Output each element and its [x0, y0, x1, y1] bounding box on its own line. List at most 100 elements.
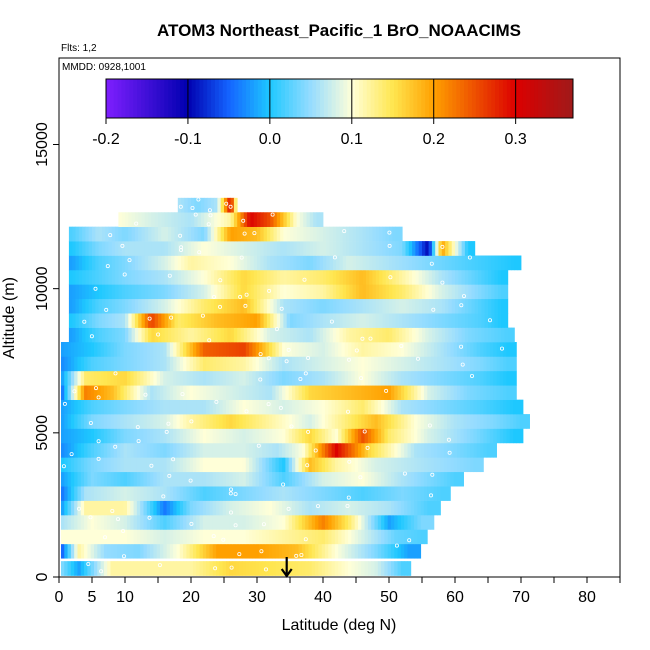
heatmap-cell: [311, 356, 316, 372]
data-point: [206, 222, 211, 227]
heatmap-cell: [230, 269, 235, 285]
heatmap-cell: [275, 471, 280, 487]
heatmap-cell: [291, 442, 296, 458]
heatmap-cell: [437, 486, 441, 501]
heatmap-cell: [174, 313, 179, 328]
heatmap-cell: [173, 486, 177, 501]
heatmap-cell: [324, 356, 329, 372]
heatmap-cell: [97, 356, 101, 372]
heatmap-cell: [80, 561, 85, 576]
data-point: [72, 389, 77, 394]
heatmap-cell: [301, 529, 306, 545]
heatmap-cell: [334, 471, 339, 487]
heatmap-cell: [387, 428, 392, 444]
heatmap-cell: [414, 399, 418, 415]
heatmap-cell: [369, 327, 373, 343]
heatmap-cell: [113, 561, 118, 576]
data-point: [161, 494, 166, 499]
heatmap-cell: [291, 370, 296, 386]
heatmap-cell: [288, 442, 293, 458]
heatmap-cell: [282, 399, 286, 415]
heatmap-cell: [85, 284, 90, 300]
heatmap-cell: [278, 428, 283, 444]
heatmap-cell: [344, 414, 349, 429]
heatmap-cell: [408, 298, 413, 314]
heatmap-cell: [334, 370, 339, 386]
heatmap-cell: [117, 561, 121, 576]
heatmap-cell: [191, 255, 195, 271]
heatmap-cell: [206, 457, 210, 473]
heatmap-cell: [282, 543, 286, 559]
heatmap-cell: [348, 414, 352, 429]
heatmap-cell: [87, 370, 92, 386]
heatmap-cell: [90, 471, 95, 487]
heatmap-cell: [351, 385, 356, 400]
heatmap-cell: [173, 471, 177, 487]
heatmap-cell: [397, 543, 402, 559]
heatmap-cell: [105, 269, 109, 285]
colorbar-segment: [285, 79, 290, 118]
heatmap-cell: [453, 342, 458, 357]
heatmap-cell: [321, 414, 326, 429]
data-point: [96, 456, 101, 461]
data-point: [279, 306, 284, 311]
heatmap-cell: [266, 269, 271, 285]
heatmap-cell: [196, 342, 200, 357]
colorbar-tick-label: 0.3: [505, 131, 527, 148]
heatmap-cell: [321, 370, 326, 386]
heatmap-cell: [131, 313, 136, 328]
heatmap-cell: [98, 298, 103, 314]
altitude-band: [60, 399, 524, 415]
heatmap-cell: [397, 399, 402, 415]
heatmap-cell: [242, 543, 247, 559]
heatmap-cell: [382, 313, 387, 328]
heatmap-cell: [308, 471, 313, 487]
data-point: [99, 569, 104, 574]
heatmap-cell: [387, 399, 392, 415]
heatmap-cell: [296, 226, 301, 242]
heatmap-cell: [503, 428, 507, 444]
heatmap-cell: [214, 255, 218, 271]
heatmap-cell: [229, 399, 233, 415]
heatmap-cell: [75, 226, 80, 242]
heatmap-cell: [509, 385, 514, 400]
heatmap-cell: [220, 212, 225, 227]
heatmap-cell: [204, 197, 208, 213]
heatmap-cell: [202, 356, 207, 372]
heatmap-cell: [163, 414, 167, 429]
heatmap-cell: [296, 284, 301, 300]
heatmap-cell: [309, 327, 314, 343]
heatmap-cell: [166, 414, 171, 429]
heatmap-cell: [64, 342, 68, 357]
heatmap-cell: [176, 442, 181, 458]
heatmap-cell: [146, 428, 151, 444]
heatmap-cell: [344, 428, 349, 444]
colorbar-segment: [234, 79, 239, 118]
heatmap-cell: [433, 342, 438, 357]
heatmap-cell: [453, 370, 458, 386]
heatmap-cell: [348, 428, 352, 444]
heatmap-cell: [321, 385, 326, 400]
heatmap-cell: [431, 313, 436, 328]
heatmap-cell: [117, 457, 121, 473]
heatmap-cell: [377, 399, 382, 415]
heatmap-cell: [140, 342, 144, 357]
heatmap-cell: [286, 269, 291, 285]
colorbar-segment: [331, 79, 337, 118]
heatmap-cell: [445, 255, 449, 271]
heatmap-cell: [301, 370, 306, 386]
heatmap-cell: [489, 342, 494, 357]
heatmap-cell: [425, 269, 429, 285]
heatmap-cell: [478, 298, 482, 314]
heatmap-cell: [382, 226, 387, 242]
altitude-band: [60, 370, 517, 386]
heatmap-cell: [134, 269, 139, 285]
heatmap-cell: [239, 442, 243, 458]
altitude-band: [60, 543, 422, 559]
heatmap-cell: [131, 212, 136, 227]
heatmap-cell: [207, 197, 212, 213]
heatmap-cell: [437, 385, 441, 400]
heatmap-cell: [184, 298, 189, 314]
heatmap-cell: [154, 241, 159, 256]
heatmap-cell: [164, 313, 169, 328]
